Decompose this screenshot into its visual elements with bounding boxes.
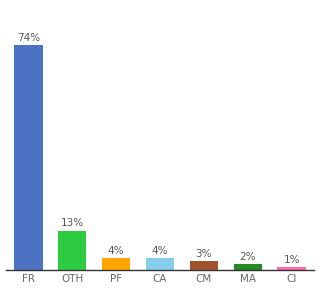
Bar bbox=[234, 264, 262, 270]
Bar bbox=[102, 258, 130, 270]
Text: 4%: 4% bbox=[152, 246, 168, 256]
Text: 74%: 74% bbox=[17, 33, 40, 43]
Text: 13%: 13% bbox=[61, 218, 84, 228]
Text: 4%: 4% bbox=[108, 246, 124, 256]
Bar bbox=[277, 267, 306, 270]
Bar bbox=[14, 45, 43, 270]
Text: 3%: 3% bbox=[196, 249, 212, 259]
Bar bbox=[190, 261, 218, 270]
Bar bbox=[58, 230, 86, 270]
Text: 2%: 2% bbox=[240, 252, 256, 262]
Text: 1%: 1% bbox=[284, 255, 300, 265]
Bar bbox=[146, 258, 174, 270]
